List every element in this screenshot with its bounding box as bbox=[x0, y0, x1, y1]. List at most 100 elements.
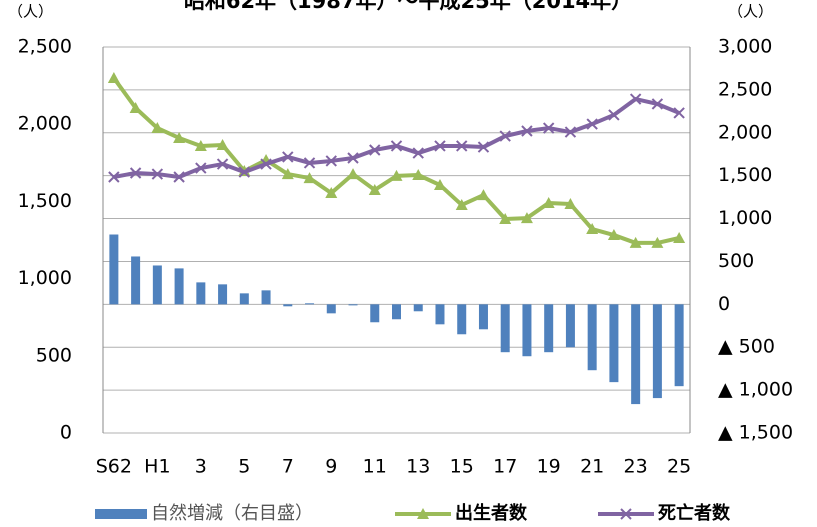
x-tick-label: 5 bbox=[238, 456, 250, 478]
bar bbox=[674, 304, 684, 387]
marker bbox=[412, 147, 424, 159]
marker bbox=[108, 171, 120, 183]
bar bbox=[413, 304, 423, 312]
x-tick-label: 15 bbox=[450, 456, 474, 478]
marker bbox=[325, 155, 337, 167]
marker bbox=[477, 141, 490, 153]
y2-tick-label: 1,500 bbox=[718, 164, 772, 186]
marker bbox=[107, 72, 120, 84]
marker bbox=[499, 213, 512, 225]
y2-tick-label: 1,000 bbox=[718, 207, 772, 229]
marker bbox=[151, 122, 164, 134]
y-tick-label: 500 bbox=[36, 344, 72, 366]
marker bbox=[673, 107, 685, 119]
marker bbox=[499, 130, 511, 142]
legend-marker bbox=[417, 508, 429, 519]
marker bbox=[434, 140, 446, 152]
bar bbox=[631, 304, 641, 405]
marker bbox=[629, 93, 642, 105]
marker bbox=[173, 131, 186, 143]
marker bbox=[477, 189, 490, 201]
x-tick-label: 9 bbox=[325, 456, 337, 478]
legend-label: 出生者数 bbox=[455, 502, 528, 524]
marker bbox=[521, 125, 533, 137]
bar bbox=[261, 290, 271, 305]
bar bbox=[326, 304, 336, 314]
marker bbox=[129, 101, 142, 113]
bar bbox=[565, 304, 575, 348]
bar bbox=[457, 304, 467, 335]
marker bbox=[629, 236, 642, 248]
marker bbox=[651, 98, 664, 110]
y-tick-label: 2,500 bbox=[18, 36, 72, 58]
bar bbox=[305, 303, 315, 305]
bar bbox=[239, 293, 249, 305]
bar bbox=[131, 256, 141, 305]
bar bbox=[174, 268, 184, 305]
bar bbox=[478, 304, 488, 330]
marker bbox=[195, 162, 207, 174]
marker bbox=[542, 196, 555, 208]
x-tick-label: 17 bbox=[493, 456, 517, 478]
x-tick-label: 25 bbox=[667, 456, 691, 478]
marker bbox=[194, 139, 207, 151]
marker bbox=[238, 166, 251, 178]
marker bbox=[607, 229, 620, 241]
marker bbox=[651, 236, 664, 248]
marker bbox=[368, 183, 381, 195]
x-tick-label: 23 bbox=[624, 456, 648, 478]
marker bbox=[564, 198, 577, 210]
marker bbox=[520, 212, 533, 224]
bar bbox=[109, 234, 119, 305]
bar bbox=[652, 304, 662, 399]
legend-label: 自然増減（右目盛） bbox=[151, 503, 313, 524]
bar bbox=[152, 265, 162, 305]
marker bbox=[260, 158, 272, 170]
y-tick-label: 1,500 bbox=[18, 190, 72, 212]
bar bbox=[392, 304, 401, 320]
y-unit: （人） bbox=[8, 3, 53, 21]
chart-title: 昭和62年（1987年）～平成25年（2014年） bbox=[184, 0, 632, 13]
x-tick-label: 19 bbox=[537, 456, 561, 478]
y-tick-label: 1,000 bbox=[18, 267, 72, 289]
x-tick-label: 3 bbox=[195, 456, 207, 478]
marker bbox=[412, 168, 425, 180]
marker bbox=[303, 172, 316, 184]
bar bbox=[435, 304, 445, 325]
y2-tick-label: ▲ 1,000 bbox=[718, 379, 793, 401]
bar bbox=[500, 304, 510, 353]
bar bbox=[544, 304, 554, 353]
bar bbox=[348, 304, 358, 306]
bar bbox=[522, 304, 532, 357]
marker bbox=[347, 168, 360, 180]
x-tick-label: 11 bbox=[363, 456, 387, 478]
marker bbox=[216, 158, 229, 170]
bar bbox=[283, 304, 293, 307]
bar bbox=[370, 304, 380, 323]
marker bbox=[586, 118, 598, 130]
y2-tick-label: 0 bbox=[718, 293, 730, 315]
y2-unit: （人） bbox=[728, 3, 773, 21]
marker bbox=[129, 167, 142, 179]
marker bbox=[369, 144, 381, 156]
y2-tick-label: 3,000 bbox=[718, 36, 772, 58]
x-tick-label: 13 bbox=[406, 456, 430, 478]
y2-tick-label: 500 bbox=[718, 250, 754, 272]
y2-tick-label: ▲ 1,500 bbox=[718, 422, 793, 444]
marker bbox=[282, 151, 294, 163]
bar bbox=[196, 282, 206, 305]
marker bbox=[303, 157, 316, 169]
marker bbox=[390, 169, 403, 181]
x-tick-label: H1 bbox=[144, 456, 170, 478]
marker bbox=[608, 109, 620, 121]
legend-swatch bbox=[95, 509, 147, 519]
marker bbox=[347, 152, 359, 164]
marker bbox=[281, 168, 294, 180]
marker bbox=[390, 140, 403, 152]
x-tick-label: 7 bbox=[282, 456, 294, 478]
marker bbox=[542, 122, 555, 134]
marker bbox=[456, 140, 468, 152]
marker bbox=[433, 179, 446, 191]
y2-tick-label: 2,500 bbox=[718, 78, 772, 100]
